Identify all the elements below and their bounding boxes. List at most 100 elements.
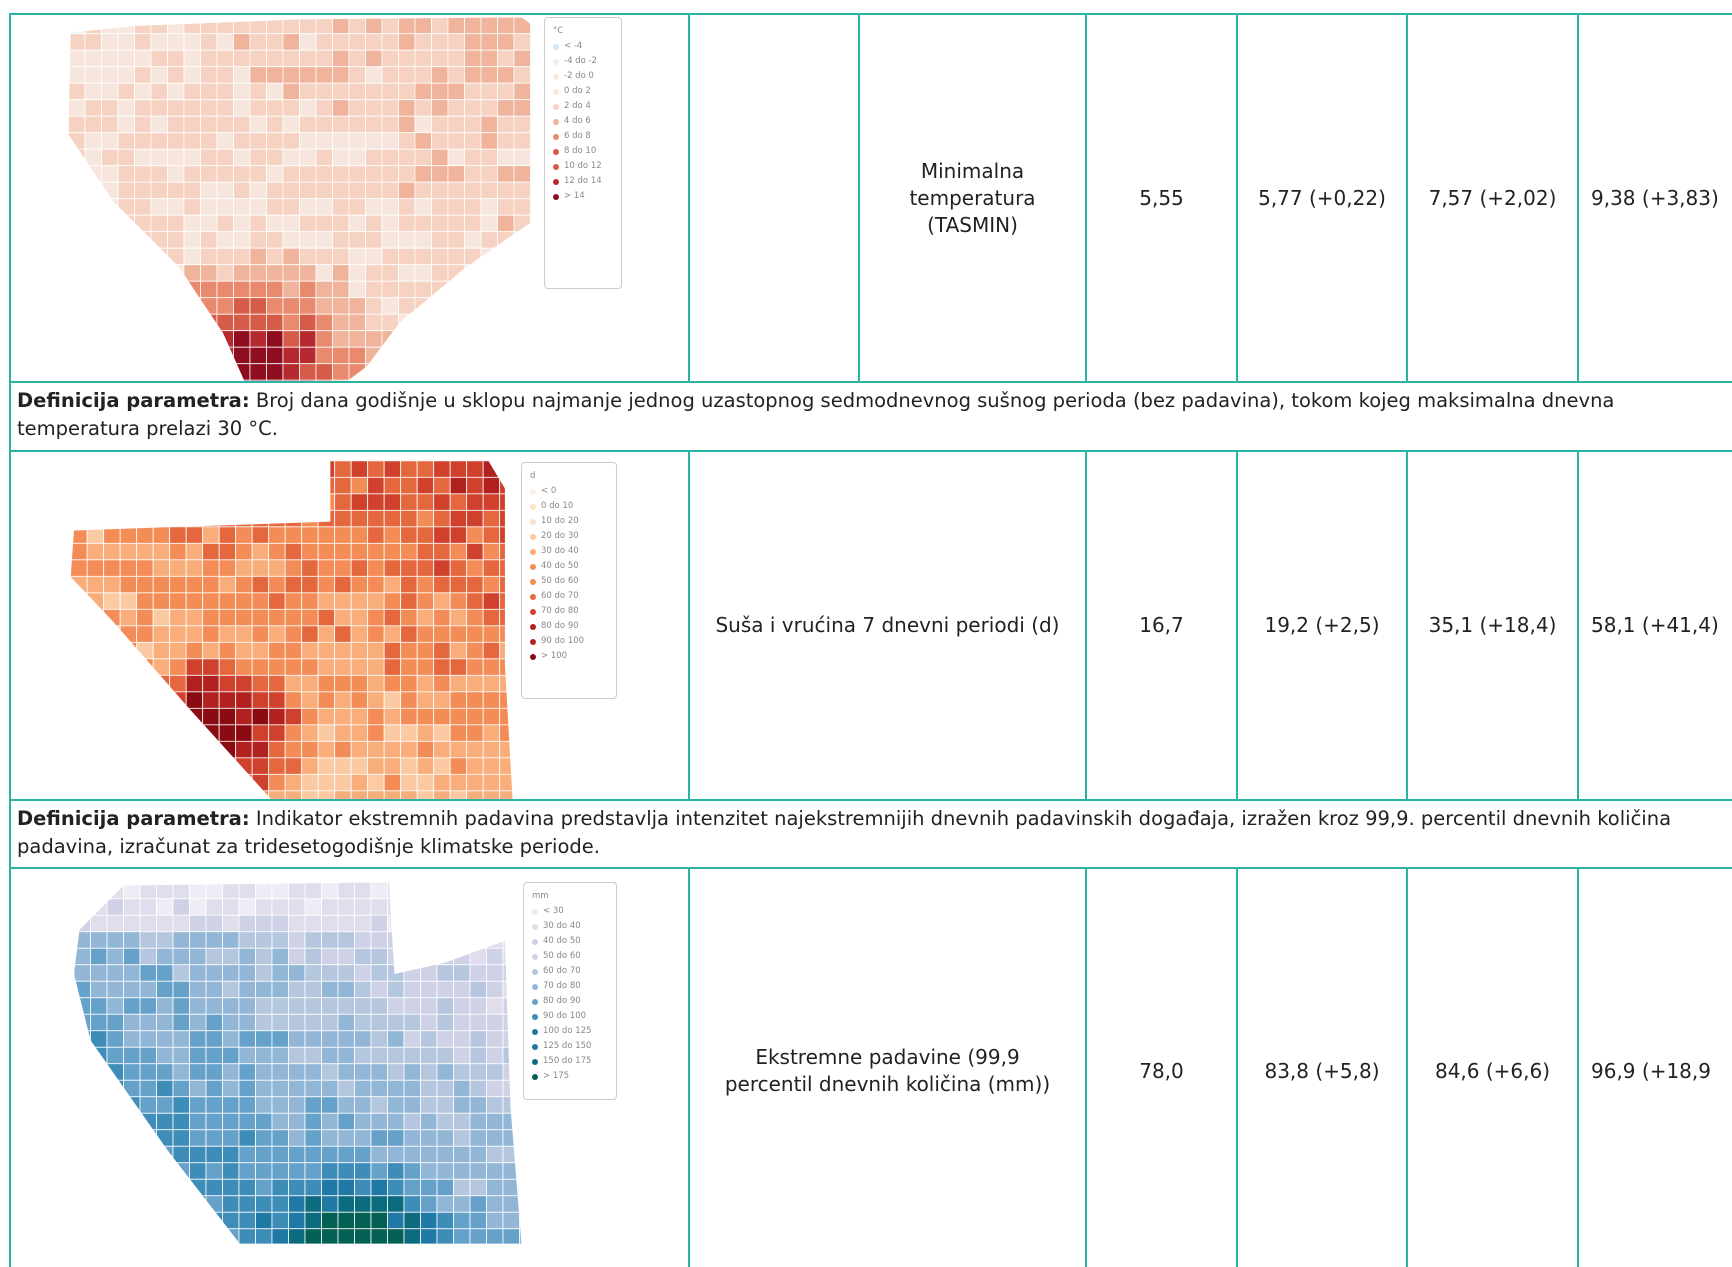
map-cell — [497, 297, 515, 315]
map-cell — [381, 99, 399, 117]
map-cell — [117, 198, 135, 216]
map-cell — [200, 165, 218, 183]
map-cell — [117, 280, 135, 299]
map-cell — [139, 964, 157, 982]
map-cell — [103, 641, 121, 660]
legend-item: 90 do 100 — [532, 1009, 608, 1024]
map-cell — [167, 198, 185, 216]
map-cell — [218, 542, 237, 561]
map-cell — [205, 1079, 223, 1098]
map-cell — [334, 460, 352, 478]
map-cell — [235, 509, 253, 528]
map-cell — [119, 476, 138, 495]
map-cell — [282, 17, 300, 35]
map-cell — [431, 247, 449, 266]
map-cell — [218, 493, 237, 511]
map-cell — [299, 231, 317, 249]
map-cell — [334, 559, 352, 577]
map-cell — [103, 608, 121, 627]
map-cell — [436, 1046, 454, 1065]
map-cell — [205, 931, 223, 949]
map-cell — [238, 1129, 256, 1147]
map-cell — [167, 181, 185, 200]
map-cell — [420, 1178, 438, 1197]
map-cell — [348, 165, 366, 183]
map-cell — [238, 1063, 256, 1081]
map-cell — [466, 509, 484, 528]
map-cell — [70, 559, 88, 577]
map-cell — [447, 99, 465, 117]
map-cell — [150, 198, 168, 216]
map-cell — [119, 740, 138, 759]
map-cell — [84, 231, 102, 249]
map-cell — [482, 790, 501, 799]
map-cell — [156, 1129, 174, 1147]
map-cell — [284, 542, 303, 561]
map-cell — [321, 1079, 339, 1098]
map-cell — [466, 641, 484, 660]
map-cell — [365, 99, 383, 117]
map-cell — [205, 1096, 223, 1114]
map-cell — [169, 509, 187, 528]
map-cell — [68, 346, 86, 365]
map-cell — [123, 1162, 141, 1180]
map-cell — [403, 997, 421, 1015]
value-cell: 5,77 (+0,22) — [1236, 15, 1406, 381]
map-cell — [337, 980, 355, 999]
map-cell — [200, 313, 218, 332]
map-cell — [238, 1030, 256, 1048]
map-cell — [482, 476, 501, 495]
map-cell — [123, 931, 141, 949]
map-cell — [90, 898, 108, 916]
map-cell — [499, 707, 513, 726]
map-cell — [469, 1178, 487, 1197]
map-cell — [235, 608, 253, 627]
map-cell — [431, 231, 449, 249]
map-cell — [84, 66, 102, 84]
map-cell — [447, 297, 465, 315]
map-cell — [167, 363, 185, 381]
map-cell — [288, 1030, 306, 1048]
map-cell — [398, 181, 416, 200]
map-cell — [152, 559, 171, 577]
map-cell — [337, 997, 355, 1015]
map-cell — [84, 99, 102, 117]
map-cell — [101, 198, 119, 216]
map-cell — [68, 330, 86, 348]
legend-label: 30 do 40 — [541, 546, 579, 556]
map-cell — [301, 724, 319, 742]
map-cell — [167, 33, 185, 51]
map-cell — [101, 297, 119, 315]
legend-label: -2 do 0 — [564, 71, 594, 81]
map-cell — [205, 997, 223, 1015]
map-cell — [172, 1096, 190, 1114]
map-cell — [249, 49, 267, 68]
map-cell — [354, 1096, 372, 1114]
map-cell — [486, 1096, 504, 1114]
map-cell — [370, 1013, 388, 1032]
map-cell — [222, 1063, 240, 1081]
map-cell — [315, 247, 333, 266]
map-cell — [123, 1129, 141, 1147]
map-cell — [185, 641, 204, 660]
map-cell — [519, 1228, 522, 1244]
map-cell — [255, 1211, 273, 1230]
map-cell — [420, 1112, 438, 1131]
map-cell — [469, 1195, 487, 1213]
legend-swatch — [553, 163, 559, 170]
map-cell — [387, 1195, 405, 1213]
map-cell — [499, 509, 513, 528]
legend-swatch — [532, 968, 538, 975]
map-cell — [486, 1211, 504, 1230]
map-cell — [348, 280, 366, 299]
map-cell — [238, 964, 256, 982]
map-cell — [233, 165, 251, 183]
legend-label: 40 do 50 — [543, 936, 581, 946]
map-cell — [216, 264, 234, 282]
map-cell — [233, 214, 251, 233]
map-cell — [119, 790, 138, 799]
map-cell — [136, 691, 154, 709]
map-cell — [200, 17, 218, 35]
map-cell — [480, 330, 498, 348]
map-cell — [139, 1046, 157, 1065]
